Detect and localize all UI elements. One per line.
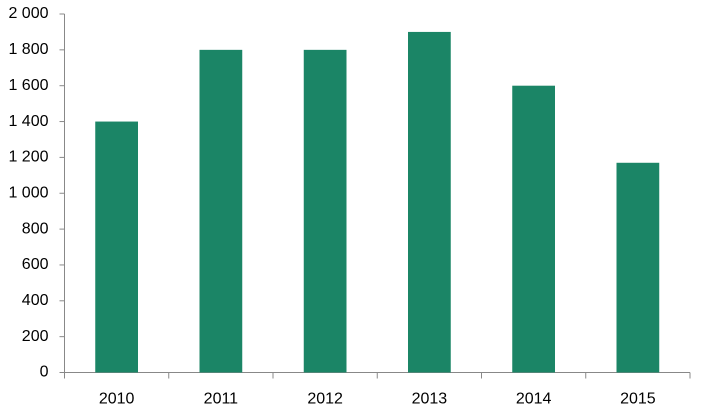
bar [512, 85, 555, 373]
x-tick-label: 2014 [516, 391, 552, 408]
y-tick-label: 800 [22, 220, 49, 237]
bar [616, 162, 660, 373]
y-tick-label: 400 [22, 292, 49, 309]
y-tick-label: 600 [22, 256, 49, 273]
y-tick-label: 1 600 [8, 77, 48, 94]
x-tick-label: 2015 [620, 391, 656, 408]
bar [199, 49, 243, 373]
bar [95, 121, 138, 373]
y-tick-label: 1 200 [8, 149, 48, 166]
bar [303, 49, 347, 373]
y-tick-label: 1 800 [8, 41, 48, 58]
x-tick-label: 2013 [412, 391, 448, 408]
y-tick-label: 200 [22, 328, 49, 345]
y-tick-label: 1 000 [8, 184, 48, 201]
x-tick-label: 2011 [204, 391, 239, 408]
x-tick-label: 2012 [307, 391, 343, 408]
y-tick-label: 2 000 [8, 5, 48, 22]
x-tick-label: 2010 [99, 391, 135, 408]
y-tick-label: 0 [40, 364, 49, 381]
bar [408, 31, 451, 373]
y-tick-label: 1 400 [8, 113, 48, 130]
